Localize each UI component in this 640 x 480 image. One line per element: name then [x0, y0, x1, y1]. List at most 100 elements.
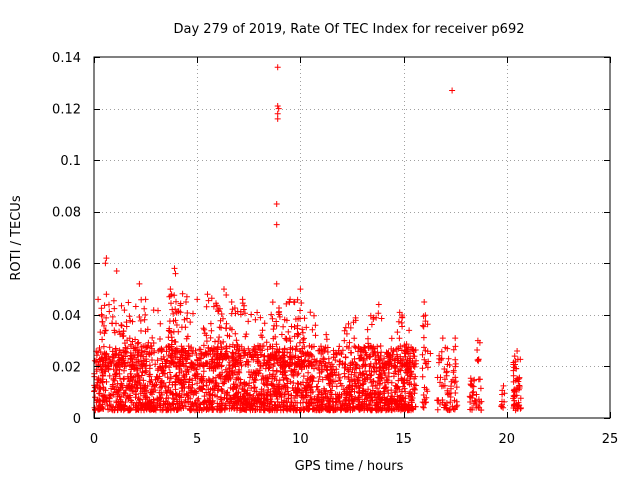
data-point	[194, 356, 201, 363]
data-point	[174, 354, 180, 361]
data-point	[167, 375, 174, 382]
data-point	[310, 375, 317, 381]
data-point	[423, 394, 430, 401]
data-point	[132, 379, 139, 385]
data-point	[157, 336, 163, 342]
data-point	[410, 386, 416, 393]
data-point	[173, 363, 180, 369]
data-point	[101, 351, 108, 358]
data-point	[380, 360, 387, 366]
data-point	[281, 382, 288, 389]
data-point	[372, 356, 379, 363]
data-point	[113, 370, 120, 377]
data-point	[118, 302, 125, 309]
data-point	[263, 361, 270, 368]
data-point	[176, 392, 183, 399]
data-point	[419, 365, 426, 372]
data-point	[272, 333, 279, 340]
data-point	[363, 371, 370, 378]
data-point	[106, 356, 113, 363]
data-point	[400, 405, 407, 412]
data-point	[208, 327, 215, 334]
data-point	[336, 377, 342, 384]
data-point	[295, 381, 302, 387]
data-point	[439, 335, 446, 342]
data-point	[377, 374, 384, 380]
data-point	[118, 382, 125, 389]
data-point	[137, 396, 143, 403]
data-point	[281, 369, 288, 376]
data-point	[168, 346, 175, 353]
data-point	[358, 405, 365, 412]
data-point	[473, 391, 480, 398]
data-point	[196, 346, 203, 353]
data-point	[348, 371, 355, 378]
data-point	[214, 355, 221, 362]
data-point	[216, 334, 223, 341]
data-point	[247, 391, 254, 398]
data-point	[152, 361, 159, 368]
data-point	[271, 356, 278, 363]
data-point	[146, 378, 153, 385]
data-point	[109, 383, 116, 390]
data-point	[397, 396, 404, 403]
data-point	[323, 366, 330, 373]
data-point	[121, 375, 128, 382]
data-point	[143, 387, 150, 394]
data-point	[474, 347, 481, 353]
data-point	[391, 362, 398, 369]
data-point	[209, 406, 216, 413]
data-point	[308, 396, 315, 403]
data-point	[299, 345, 306, 352]
data-point	[268, 311, 275, 318]
data-point	[385, 390, 392, 397]
data-point	[342, 354, 349, 361]
data-point	[231, 405, 238, 412]
data-point	[93, 368, 100, 375]
data-point	[203, 359, 210, 366]
data-point	[123, 323, 130, 330]
data-point	[412, 360, 419, 367]
data-point	[175, 347, 182, 354]
data-point	[167, 286, 174, 293]
data-point	[170, 395, 177, 402]
data-point	[281, 345, 288, 352]
data-point	[321, 362, 328, 369]
data-point	[240, 306, 247, 313]
data-point	[452, 374, 459, 381]
data-point	[273, 368, 280, 375]
data-point	[168, 329, 174, 336]
data-point	[100, 392, 107, 399]
data-point	[115, 402, 122, 409]
data-point	[118, 404, 125, 411]
data-point	[148, 406, 155, 412]
data-point	[335, 371, 342, 378]
data-point	[350, 361, 357, 368]
data-point	[260, 353, 267, 360]
data-point	[120, 376, 127, 383]
data-point	[351, 378, 358, 385]
data-point	[176, 359, 183, 366]
data-point	[223, 375, 230, 382]
data-point	[171, 406, 178, 413]
data-point	[368, 321, 375, 328]
data-point	[288, 392, 295, 399]
data-point	[122, 348, 129, 355]
data-point	[147, 371, 154, 378]
data-point	[427, 350, 434, 357]
data-point	[399, 404, 406, 411]
data-point	[301, 362, 308, 369]
data-point	[190, 348, 197, 354]
data-point	[370, 350, 377, 357]
data-point	[110, 366, 117, 373]
data-point	[274, 392, 280, 398]
data-point	[211, 385, 218, 392]
data-point	[207, 334, 214, 341]
data-point	[385, 373, 392, 380]
data-point	[121, 340, 128, 347]
data-point	[137, 381, 144, 388]
data-point	[271, 350, 278, 356]
data-point	[362, 362, 369, 369]
data-point	[365, 335, 371, 342]
data-point	[196, 400, 203, 407]
